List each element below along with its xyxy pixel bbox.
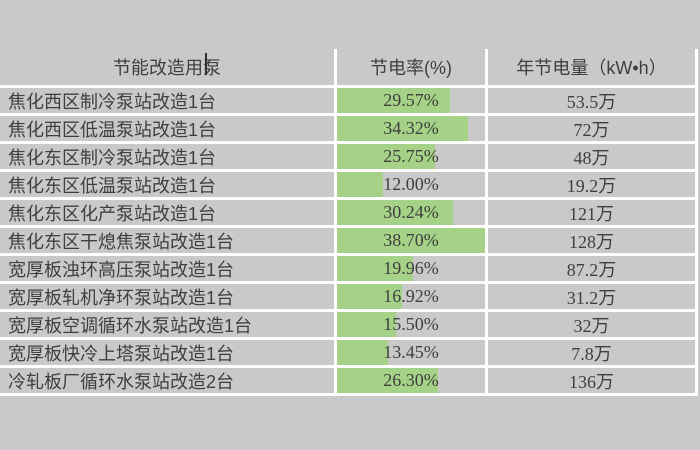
saving-rate-data-bar: [337, 312, 397, 337]
saving-rate-data-bar: [337, 116, 469, 141]
saving-rate-data-bar: [337, 200, 453, 225]
annual-saving-cell[interactable]: 53.5万: [488, 88, 698, 113]
table-row: 焦化东区低温泵站改造1台 12.00% 19.2万: [0, 172, 698, 200]
table-row: 焦化西区低温泵站改造1台 34.32% 72万: [0, 116, 698, 144]
saving-rate-value: 12.00%: [383, 174, 439, 194]
table-row: 焦化东区干熄焦泵站改造1台 38.70% 128万: [0, 228, 698, 256]
saving-rate-value: 13.45%: [383, 342, 439, 362]
pump-name-cell[interactable]: 宽厚板快冷上塔泵站改造1台: [0, 340, 337, 365]
header-pump-column[interactable]: 节能改造用泵: [0, 49, 337, 85]
saving-rate-cell[interactable]: 13.45%: [337, 340, 488, 365]
saving-rate-data-bar: [337, 284, 402, 309]
pump-name-cell[interactable]: 焦化东区低温泵站改造1台: [0, 172, 337, 197]
saving-rate-value: 34.32%: [383, 118, 439, 138]
saving-rate-value: 29.57%: [383, 90, 439, 110]
saving-rate-value: 15.50%: [383, 314, 439, 334]
table-row: 冷轧板厂循环水泵站改造2台 26.30% 136万: [0, 368, 698, 396]
pump-name-cell[interactable]: 冷轧板厂循环水泵站改造2台: [0, 368, 337, 393]
saving-rate-cell[interactable]: 38.70%: [337, 228, 488, 253]
table-row: 宽厚板浊环高压泵站改造1台 19.96% 87.2万: [0, 256, 698, 284]
saving-rate-data-bar: [337, 340, 389, 365]
saving-rate-value: 38.70%: [383, 230, 439, 250]
annual-saving-cell[interactable]: 128万: [488, 228, 698, 253]
saving-rate-cell[interactable]: 19.96%: [337, 256, 488, 281]
saving-rate-cell[interactable]: 12.00%: [337, 172, 488, 197]
saving-rate-value: 30.24%: [383, 202, 439, 222]
saving-rate-cell[interactable]: 25.75%: [337, 144, 488, 169]
saving-rate-cell[interactable]: 15.50%: [337, 312, 488, 337]
annual-saving-cell[interactable]: 19.2万: [488, 172, 698, 197]
saving-rate-cell[interactable]: 16.92%: [337, 284, 488, 309]
pump-name-cell[interactable]: 焦化西区制冷泵站改造1台: [0, 88, 337, 113]
pump-name-cell[interactable]: 宽厚板轧机净环泵站改造1台: [0, 284, 337, 309]
annual-saving-cell[interactable]: 136万: [488, 368, 698, 393]
pump-name-cell[interactable]: 焦化东区制冷泵站改造1台: [0, 144, 337, 169]
table-row: 焦化东区化产泵站改造1台 30.24% 121万: [0, 200, 698, 228]
saving-rate-value: 19.96%: [383, 258, 439, 278]
saving-rate-cell[interactable]: 34.32%: [337, 116, 488, 141]
saving-rate-value: 25.75%: [383, 146, 439, 166]
header-annual-saving-column[interactable]: 年节电量（kW•h）: [488, 49, 698, 85]
table-body: 焦化西区制冷泵站改造1台 29.57% 53.5万 焦化西区低温泵站改造1台 3…: [0, 88, 698, 396]
saving-rate-cell[interactable]: 26.30%: [337, 368, 488, 393]
header-saving-rate-column[interactable]: 节电率(%): [337, 49, 488, 85]
pump-name-cell[interactable]: 焦化东区干熄焦泵站改造1台: [0, 228, 337, 253]
table-row: 焦化西区制冷泵站改造1台 29.57% 53.5万: [0, 88, 698, 116]
saving-rate-data-bar: [337, 172, 383, 197]
saving-rate-cell[interactable]: 29.57%: [337, 88, 488, 113]
annual-saving-cell[interactable]: 7.8万: [488, 340, 698, 365]
pump-name-cell[interactable]: 焦化东区化产泵站改造1台: [0, 200, 337, 225]
annual-saving-cell[interactable]: 31.2万: [488, 284, 698, 309]
saving-rate-data-bar: [337, 368, 438, 393]
pump-name-cell[interactable]: 宽厚板浊环高压泵站改造1台: [0, 256, 337, 281]
saving-rate-cell[interactable]: 30.24%: [337, 200, 488, 225]
annual-saving-cell[interactable]: 48万: [488, 144, 698, 169]
annual-saving-cell[interactable]: 72万: [488, 116, 698, 141]
saving-rate-data-bar: [337, 88, 451, 113]
pump-name-cell[interactable]: 宽厚板空调循环水泵站改造1台: [0, 312, 337, 337]
table-header-row: 节能改造用泵 节电率(%) 年节电量（kW•h）: [0, 49, 698, 88]
saving-rate-data-bar: [337, 256, 414, 281]
text-cursor: [205, 53, 207, 75]
data-table: 节能改造用泵 节电率(%) 年节电量（kW•h） 焦化西区制冷泵站改造1台 29…: [0, 49, 698, 396]
table-row: 宽厚板空调循环水泵站改造1台 15.50% 32万: [0, 312, 698, 340]
table-row: 宽厚板快冷上塔泵站改造1台 13.45% 7.8万: [0, 340, 698, 368]
saving-rate-data-bar: [337, 144, 436, 169]
annual-saving-cell[interactable]: 87.2万: [488, 256, 698, 281]
saving-rate-value: 16.92%: [383, 286, 439, 306]
table-row: 焦化东区制冷泵站改造1台 25.75% 48万: [0, 144, 698, 172]
saving-rate-data-bar: [337, 228, 485, 253]
saving-rate-value: 26.30%: [383, 370, 439, 390]
table-row: 宽厚板轧机净环泵站改造1台 16.92% 31.2万: [0, 284, 698, 312]
pump-name-cell[interactable]: 焦化西区低温泵站改造1台: [0, 116, 337, 141]
annual-saving-cell[interactable]: 32万: [488, 312, 698, 337]
annual-saving-cell[interactable]: 121万: [488, 200, 698, 225]
